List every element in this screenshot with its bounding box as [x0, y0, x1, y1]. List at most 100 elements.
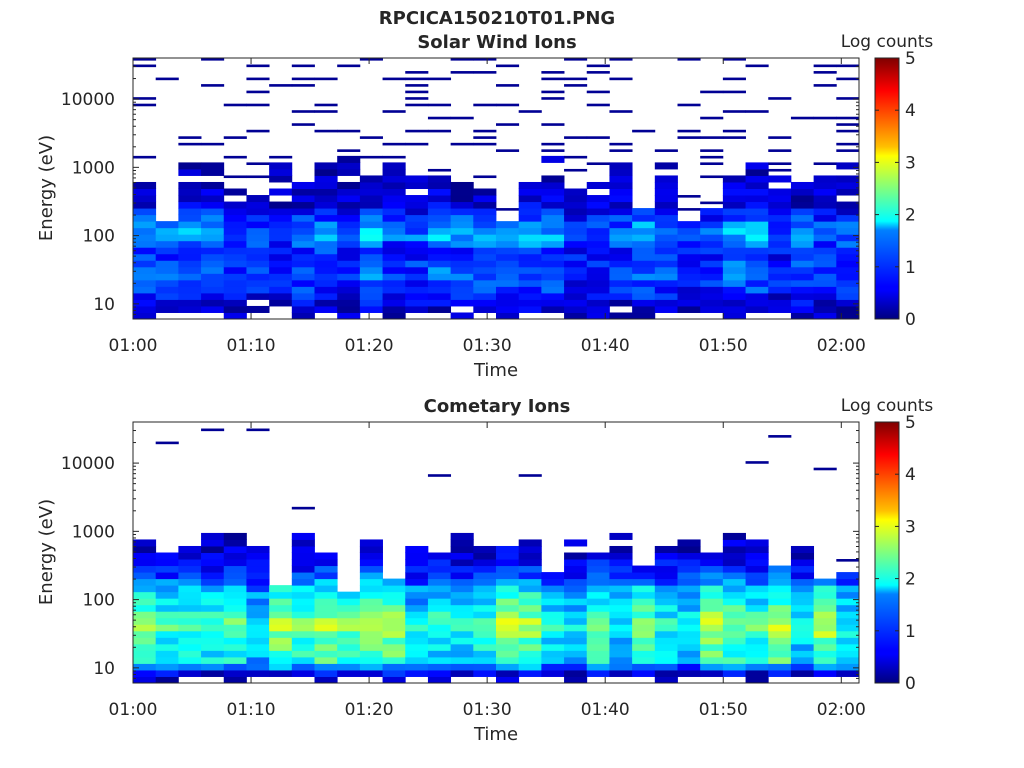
spectrogram-cell	[609, 545, 633, 553]
spectrogram-cell	[314, 110, 338, 113]
spectrogram-cell	[768, 299, 792, 307]
spectrogram-cell	[133, 58, 157, 61]
spectrogram-cell	[768, 669, 792, 677]
spectrogram-cell	[836, 305, 860, 313]
spectrogram-cell	[836, 175, 860, 183]
y-tick-label: 10000	[61, 454, 115, 474]
spectrogram-cell	[337, 240, 361, 248]
spectrogram-cell	[223, 585, 247, 593]
spectrogram-cell	[541, 90, 565, 94]
spectrogram-cell	[700, 578, 724, 586]
spectrogram-cell	[745, 292, 769, 300]
spectrogram-cell	[609, 643, 633, 651]
spectrogram-cell	[518, 305, 542, 313]
spectrogram-cell	[654, 273, 678, 281]
spectrogram-cell	[405, 103, 429, 107]
spectrogram-cell	[473, 247, 497, 255]
spectrogram-cell	[813, 221, 837, 229]
spectrogram-cell	[450, 559, 474, 567]
spectrogram-cell	[564, 195, 588, 203]
spectrogram-cell	[133, 214, 157, 222]
spectrogram-cell	[586, 305, 610, 313]
spectrogram-cell	[790, 565, 815, 573]
spectrogram-cell	[473, 643, 497, 651]
spectrogram-cell	[745, 195, 769, 203]
spectrogram-cell	[722, 539, 746, 547]
spectrogram-cell	[722, 195, 746, 203]
spectrogram-cell	[359, 195, 383, 203]
spectrogram-cell	[768, 221, 792, 229]
spectrogram-cell	[427, 195, 452, 203]
spectrogram-cell	[473, 273, 497, 281]
spectrogram-cell	[337, 253, 361, 261]
colorbar-tick-label: 0	[905, 674, 916, 694]
spectrogram-cell	[836, 188, 860, 196]
spectrogram-cell	[632, 611, 656, 619]
spectrogram-cell	[155, 260, 179, 268]
spectrogram-cell	[836, 260, 860, 268]
spectrogram-cell	[677, 539, 701, 547]
spectrogram-cell	[382, 247, 406, 255]
spectrogram-cell	[790, 650, 815, 658]
colorbar-tick-label: 5	[905, 413, 916, 433]
spectrogram-cell	[564, 630, 588, 638]
spectrogram-cell	[632, 253, 656, 261]
y-tick-label: 10000	[61, 90, 115, 110]
spectrogram-cell	[654, 214, 678, 222]
spectrogram-cell	[246, 273, 270, 281]
spectrogram-cell	[586, 286, 610, 294]
spectrogram-cell	[790, 266, 815, 274]
spectrogram-cell	[246, 545, 270, 553]
spectrogram-cell	[314, 611, 338, 619]
spectrogram-cell	[427, 650, 452, 658]
spectrogram-cell	[450, 604, 474, 612]
spectrogram-cell	[314, 578, 338, 586]
spectrogram-cell	[246, 611, 270, 619]
spectrogram-cell	[586, 103, 610, 107]
spectrogram-cell	[382, 305, 406, 313]
spectrogram-cell	[337, 162, 361, 170]
spectrogram-cell	[427, 292, 452, 300]
spectrogram-cell	[178, 188, 202, 196]
spectrogram-cell	[496, 221, 520, 229]
spectrogram-cell	[586, 663, 610, 671]
spectrogram-cell	[291, 214, 315, 222]
spectrogram-cell	[314, 129, 338, 133]
spectrogram-cell	[133, 305, 157, 313]
spectrogram-cell	[405, 221, 429, 229]
spectrogram-cell	[632, 214, 656, 222]
spectrogram-cell	[609, 585, 633, 593]
spectrogram-cell	[427, 181, 452, 189]
spectrogram-cell	[541, 77, 565, 81]
spectrogram-cell	[518, 110, 542, 113]
spectrogram-cell	[609, 253, 633, 261]
spectrogram-cell	[654, 195, 678, 203]
spectrogram-cell	[586, 71, 610, 74]
spectrogram-cell	[269, 617, 293, 625]
spectrogram-cell	[314, 103, 338, 107]
spectrogram-cell	[314, 208, 338, 216]
spectrogram-cell	[269, 656, 293, 664]
plot-frame	[132, 57, 860, 320]
spectrogram-cell	[133, 552, 157, 560]
spectrogram-cell	[700, 299, 724, 307]
spectrogram-cell	[836, 266, 860, 274]
spectrogram-cell	[722, 181, 746, 189]
spectrogram-cell	[133, 598, 157, 606]
spectrogram-cell	[246, 234, 270, 242]
spectrogram-cell	[586, 90, 610, 94]
spectrogram-cell	[223, 656, 247, 664]
y-tick-label: 100	[83, 591, 115, 611]
spectrogram-cell	[722, 214, 746, 222]
spectrogram-cell	[564, 572, 588, 580]
spectrogram-cell	[178, 656, 202, 664]
spectrogram-cell	[564, 214, 588, 222]
spectrogram-cell	[836, 669, 860, 677]
spectrogram-cell	[496, 273, 520, 281]
spectrogram-cell	[201, 214, 225, 222]
spectrogram-cell	[246, 630, 270, 638]
spectrogram-cell	[564, 292, 588, 300]
spectrogram-cell	[632, 279, 656, 287]
spectrogram-cell	[700, 273, 724, 281]
spectrogram-cell	[722, 663, 746, 671]
